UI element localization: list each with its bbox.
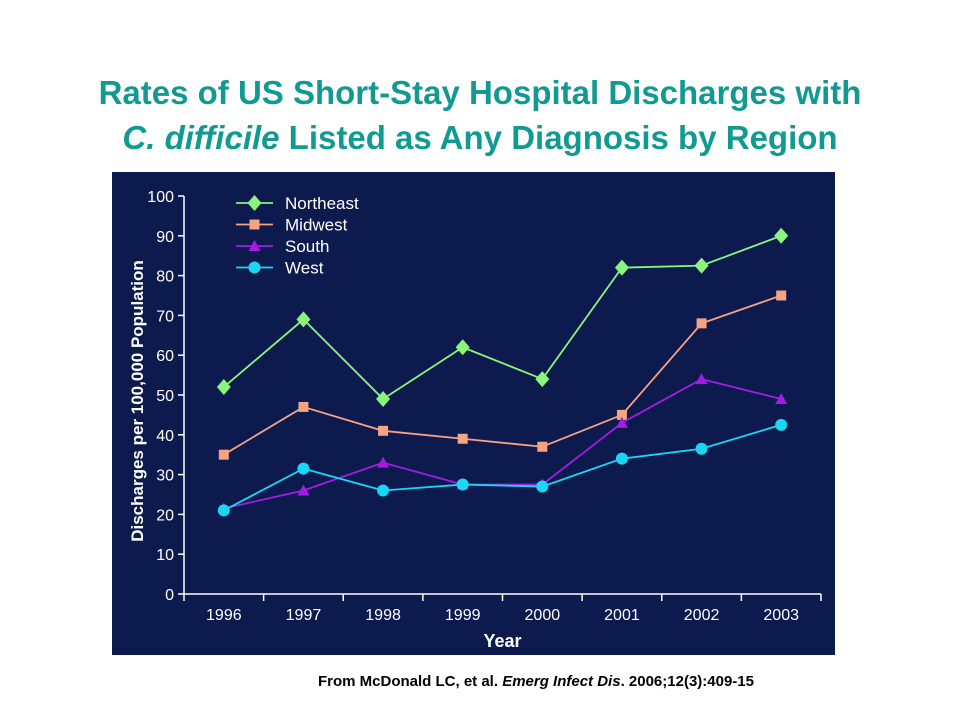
data-point-west-2003 — [775, 418, 788, 431]
data-point-south-2002 — [695, 373, 708, 385]
x-tick-label: 1998 — [365, 607, 401, 624]
y-tick-label: 80 — [156, 269, 174, 286]
legend-item-northeast: Northeast — [236, 194, 359, 213]
data-point-west-2001 — [615, 452, 628, 465]
data-point-northeast-1999 — [455, 339, 470, 356]
data-point-midwest-1999 — [457, 433, 468, 444]
y-tick-label: 70 — [156, 308, 174, 325]
series-line-west — [223, 423, 782, 512]
data-point-west-2002 — [695, 442, 708, 455]
legend-marker-south — [248, 240, 261, 251]
data-point-midwest-1996 — [218, 449, 229, 460]
data-point-midwest-2001 — [616, 409, 627, 420]
y-axis-title: Discharges per 100,000 Population — [128, 260, 147, 542]
data-point-west-1998 — [377, 484, 390, 497]
data-point-south-1997 — [297, 484, 310, 496]
citation-prefix: From McDonald LC, et al. — [318, 673, 503, 690]
line-chart: 0 10 20 30 40 50 60 70 80 90 100 1996 1997 1998 1999 20… — [128, 189, 822, 651]
data-point-midwest-2000 — [537, 441, 548, 452]
y-tick-label: 60 — [156, 348, 174, 365]
data-point-west-2000 — [536, 480, 549, 493]
y-tick-label: 30 — [156, 468, 174, 485]
data-point-midwest-1998 — [378, 425, 389, 436]
y-tick-label: 0 — [165, 587, 174, 604]
x-tick-label: 2001 — [604, 607, 640, 624]
data-point-west-1996 — [217, 504, 230, 517]
y-tick-label: 50 — [156, 388, 174, 405]
x-tick-label: 1996 — [206, 607, 242, 624]
data-point-south-2003 — [775, 392, 788, 404]
y-tick-label: 100 — [147, 189, 174, 206]
data-point-midwest-2003 — [776, 290, 787, 301]
chart-panel: 0 10 20 30 40 50 60 70 80 90 100 1996 1997 1998 1999 20… — [112, 172, 835, 655]
series-line-northeast — [223, 234, 782, 401]
data-point-northeast-1997 — [296, 311, 311, 328]
legend-marker-northeast — [247, 195, 262, 211]
x-tick-label: 1997 — [286, 607, 322, 624]
legend-label-west: West — [285, 259, 324, 278]
series-northeast — [216, 227, 789, 407]
series-midwest — [218, 290, 787, 460]
chart-title-line2: C. difficile Listed as Any Diagnosis by … — [0, 115, 960, 160]
y-tick-label: 40 — [156, 428, 174, 445]
data-point-northeast-2002 — [694, 257, 709, 274]
data-point-midwest-2002 — [696, 318, 707, 329]
y-tick-label: 20 — [156, 507, 174, 524]
chart-title-organism: C. difficile — [122, 119, 280, 156]
citation: From McDonald LC, et al. Emerg Infect Di… — [318, 673, 754, 690]
legend-label-south: South — [285, 237, 329, 256]
series-line-midwest — [223, 294, 782, 456]
data-point-northeast-2001 — [614, 259, 629, 276]
legend-item-midwest: Midwest — [236, 216, 348, 235]
legend-marker-west — [248, 261, 261, 274]
chart-title-line2-rest: Listed as Any Diagnosis by Region — [279, 119, 838, 156]
y-tick-label: 10 — [156, 547, 174, 564]
series-west — [217, 418, 788, 517]
series-layer — [216, 227, 789, 517]
data-point-south-1998 — [377, 456, 390, 468]
chart-title-line1: Rates of US Short-Stay Hospital Discharg… — [98, 74, 862, 111]
legend-item-west: West — [236, 259, 324, 278]
data-point-south-2001 — [615, 416, 628, 428]
citation-suffix: . 2006;12(3):409-15 — [620, 673, 754, 690]
legend: Northeast Midwest South West — [236, 194, 359, 278]
legend-label-northeast: Northeast — [285, 194, 359, 213]
citation-journal: Emerg Infect Dis — [502, 673, 621, 690]
data-point-northeast-1998 — [376, 390, 391, 407]
axes: 0 10 20 30 40 50 60 70 80 90 100 1996 1997 1998 1999 20… — [128, 189, 822, 651]
series-line-south — [223, 378, 782, 510]
y-tick-label: 90 — [156, 229, 174, 246]
x-tick-label: 2002 — [684, 607, 720, 624]
x-axis-title: Year — [483, 631, 521, 651]
legend-marker-midwest — [249, 219, 260, 230]
chart-title: Rates of US Short-Stay Hospital Discharg… — [0, 70, 960, 160]
legend-label-midwest: Midwest — [285, 216, 348, 235]
data-point-west-1997 — [297, 462, 310, 475]
data-point-northeast-1996 — [216, 379, 231, 396]
x-tick-label: 2000 — [525, 607, 561, 624]
data-point-northeast-2003 — [774, 227, 789, 244]
x-tick-label: 1999 — [445, 607, 481, 624]
x-tick-label: 2003 — [763, 607, 799, 624]
legend-item-south: South — [236, 237, 329, 256]
data-point-west-1999 — [456, 478, 469, 491]
data-point-midwest-1997 — [298, 401, 309, 412]
data-point-northeast-2000 — [535, 371, 550, 388]
